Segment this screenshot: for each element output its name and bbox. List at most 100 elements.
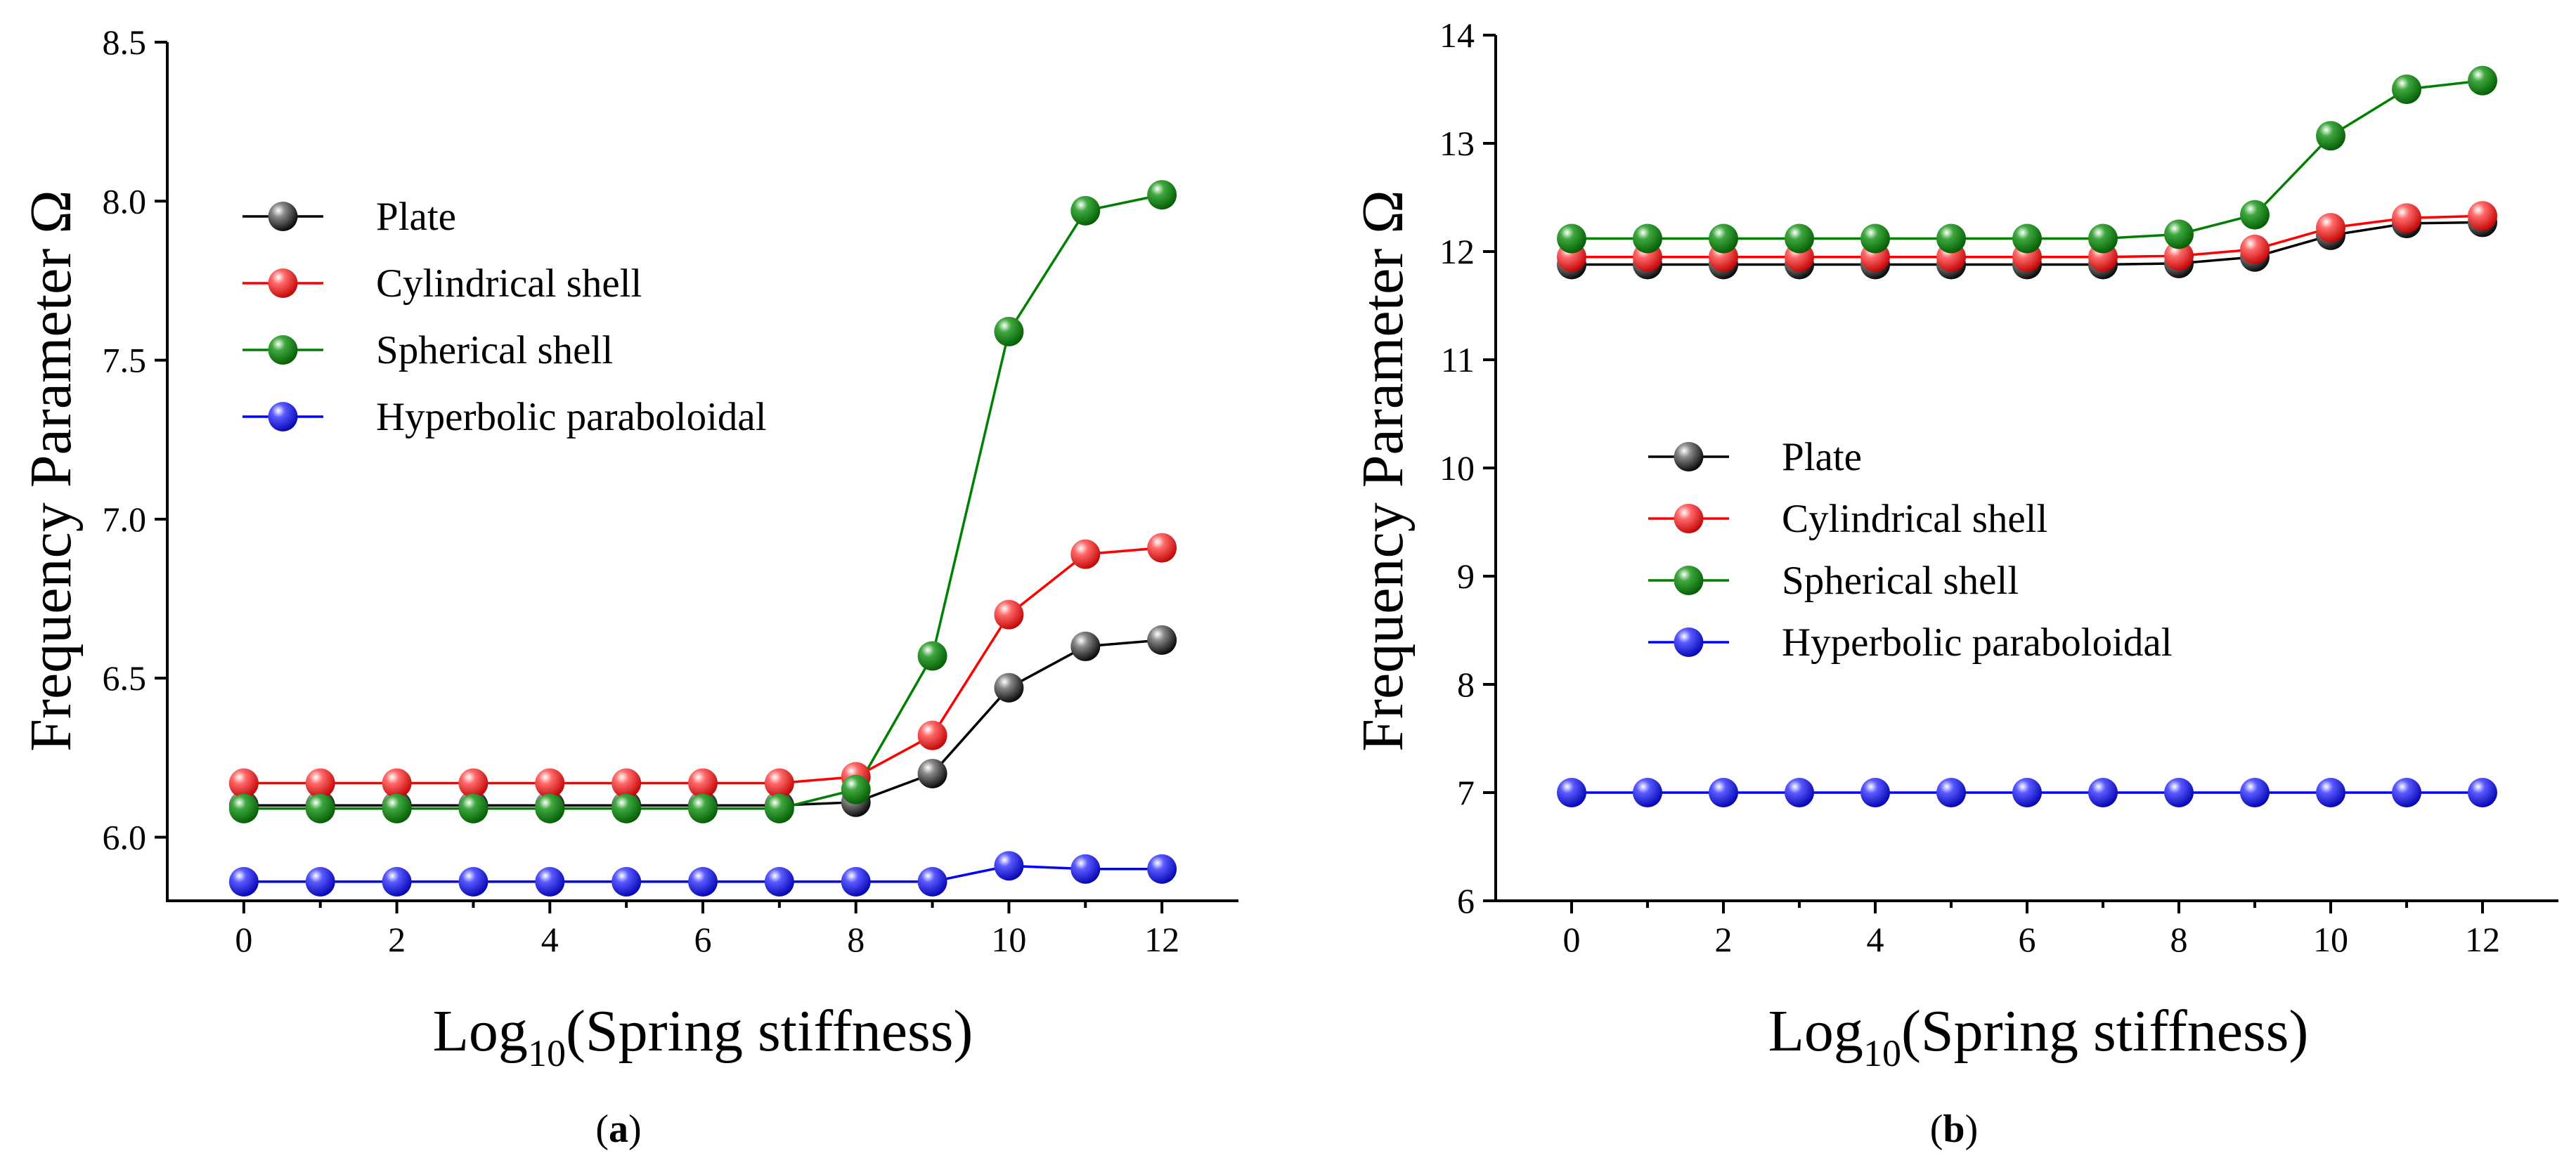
data-point-hyperbolic-paraboloidal: [841, 866, 871, 897]
data-point-spherical-shell: [2468, 65, 2497, 96]
panel-label-a: (a): [595, 1107, 641, 1151]
legend-b: Plate Cylindrical shell Spherical shell Hyp…: [1648, 435, 2173, 665]
data-point-hyperbolic-paraboloidal: [2088, 778, 2118, 807]
data-point-spherical-shell: [917, 641, 947, 671]
legend-label: Spherical shell: [376, 328, 613, 372]
y-tick-label: 13: [1439, 124, 1475, 163]
data-point-cylindrical-shell: [2240, 234, 2270, 264]
data-point-hyperbolic-paraboloidal: [1709, 778, 1738, 807]
data-point-hyperbolic-paraboloidal: [688, 866, 718, 897]
legend-item-spherical-shell: Spherical shell: [1648, 559, 2019, 603]
panel-label-b: (b): [1930, 1107, 1978, 1151]
legend-label: Hyperbolic paraboloidal: [1782, 620, 2173, 665]
data-point-hyperbolic-paraboloidal: [764, 866, 794, 897]
series-markers-b: [1557, 65, 2497, 807]
legend-marker: [1674, 627, 1704, 657]
chart-panel-b: 0 2 4 6 8 10 12 6 7 8 9 10 11 12 13 14 Plate Cylindrical…: [1350, 15, 2558, 1151]
x-tick-label: 4: [1867, 920, 1884, 959]
data-point-plate: [1070, 631, 1101, 661]
data-point-hyperbolic-paraboloidal: [382, 866, 412, 897]
data-point-cylindrical-shell: [2468, 201, 2497, 231]
x-tick-label: 2: [1715, 920, 1733, 959]
ticks-b: 0 2 4 6 8 10 12 6 7 8 9 10 11 12 13 14: [1439, 15, 2500, 959]
legend-item-hyperbolic-paraboloidal: Hyperbolic paraboloidal: [242, 395, 767, 439]
legend-label: Cylindrical shell: [376, 261, 642, 306]
data-point-hyperbolic-paraboloidal: [1785, 778, 1814, 807]
data-point-hyperbolic-paraboloidal: [2012, 778, 2042, 807]
y-tick-label: 7.0: [103, 500, 147, 539]
x-axis-title: Log10(Spring stiffness): [433, 998, 973, 1074]
data-point-hyperbolic-paraboloidal: [305, 866, 335, 897]
legend-marker: [268, 268, 298, 298]
y-tick-label: 8.0: [103, 181, 147, 221]
data-point-hyperbolic-paraboloidal: [1936, 778, 1966, 807]
legend-label: Spherical shell: [1782, 559, 2019, 603]
legend-marker: [1674, 504, 1704, 533]
data-point-spherical-shell: [1785, 223, 1814, 254]
axes-b: [1494, 35, 2558, 902]
data-point-cylindrical-shell: [305, 768, 335, 798]
x-tick-label: 6: [694, 920, 712, 959]
x-tick-label: 8: [847, 920, 865, 959]
data-point-spherical-shell: [2088, 223, 2118, 254]
x-tick-label: 0: [235, 920, 252, 959]
y-tick-label: 6.5: [103, 658, 147, 698]
data-point-cylindrical-shell: [228, 768, 259, 798]
legend-a: Plate Cylindrical shell Spherical shell Hyp…: [242, 195, 767, 439]
legend-label: Cylindrical shell: [1782, 497, 2047, 541]
data-point-cylindrical-shell: [382, 768, 412, 798]
series-line-cylindrical-shell: [243, 546, 1163, 785]
x-tick-label: 12: [2465, 920, 2500, 959]
data-point-spherical-shell: [2392, 74, 2421, 104]
data-point-hyperbolic-paraboloidal: [535, 866, 565, 897]
y-tick-label: 10: [1439, 448, 1475, 488]
data-point-spherical-shell: [1147, 180, 1177, 210]
data-point-spherical-shell: [2316, 121, 2345, 151]
data-point-spherical-shell: [2012, 223, 2042, 254]
legend-marker: [1674, 442, 1704, 471]
data-point-plate: [994, 672, 1024, 703]
data-point-spherical-shell: [458, 793, 488, 824]
y-tick-label: 12: [1439, 232, 1475, 271]
data-point-spherical-shell: [1936, 223, 1966, 254]
data-point-hyperbolic-paraboloidal: [2240, 778, 2270, 807]
data-point-spherical-shell: [688, 793, 718, 824]
series-lines-b: [1572, 79, 2483, 794]
data-point-plate: [917, 758, 947, 788]
legend-item-spherical-shell: Spherical shell: [242, 328, 613, 372]
x-tick-label: 10: [2313, 920, 2348, 959]
x-tick-label: 4: [541, 920, 559, 959]
legend-marker: [268, 335, 298, 365]
legend-item-plate: Plate: [242, 195, 456, 239]
legend-marker: [268, 202, 298, 231]
y-tick-label: 14: [1439, 15, 1475, 55]
data-point-hyperbolic-paraboloidal: [2468, 778, 2497, 807]
y-tick-label: 6.0: [103, 817, 147, 857]
data-point-hyperbolic-paraboloidal: [1557, 778, 1586, 807]
y-tick-label: 6: [1457, 881, 1475, 920]
legend-marker: [268, 402, 298, 431]
data-point-cylindrical-shell: [611, 768, 642, 798]
legend-marker: [1674, 566, 1704, 595]
y-tick-label: 9: [1457, 557, 1475, 596]
data-point-hyperbolic-paraboloidal: [458, 866, 488, 897]
data-point-spherical-shell: [841, 774, 871, 805]
data-point-spherical-shell: [1557, 223, 1586, 254]
data-point-spherical-shell: [1860, 223, 1890, 254]
data-point-spherical-shell: [764, 793, 794, 824]
series-line-spherical-shell: [1572, 79, 2483, 240]
data-point-cylindrical-shell: [688, 768, 718, 798]
y-axis-title: Frequency Parameter Ω: [1350, 190, 1416, 751]
data-point-spherical-shell: [994, 316, 1024, 346]
data-point-cylindrical-shell: [2316, 213, 2345, 243]
data-point-spherical-shell: [228, 793, 259, 824]
x-tick-label: 2: [388, 920, 406, 959]
data-point-spherical-shell: [611, 793, 642, 824]
series-markers-a: [228, 180, 1177, 897]
data-point-cylindrical-shell: [764, 768, 794, 798]
data-point-spherical-shell: [305, 793, 335, 824]
y-tick-label: 11: [1441, 340, 1475, 379]
data-point-cylindrical-shell: [1147, 533, 1177, 563]
data-point-spherical-shell: [2164, 219, 2194, 249]
legend-item-plate: Plate: [1648, 435, 1862, 479]
